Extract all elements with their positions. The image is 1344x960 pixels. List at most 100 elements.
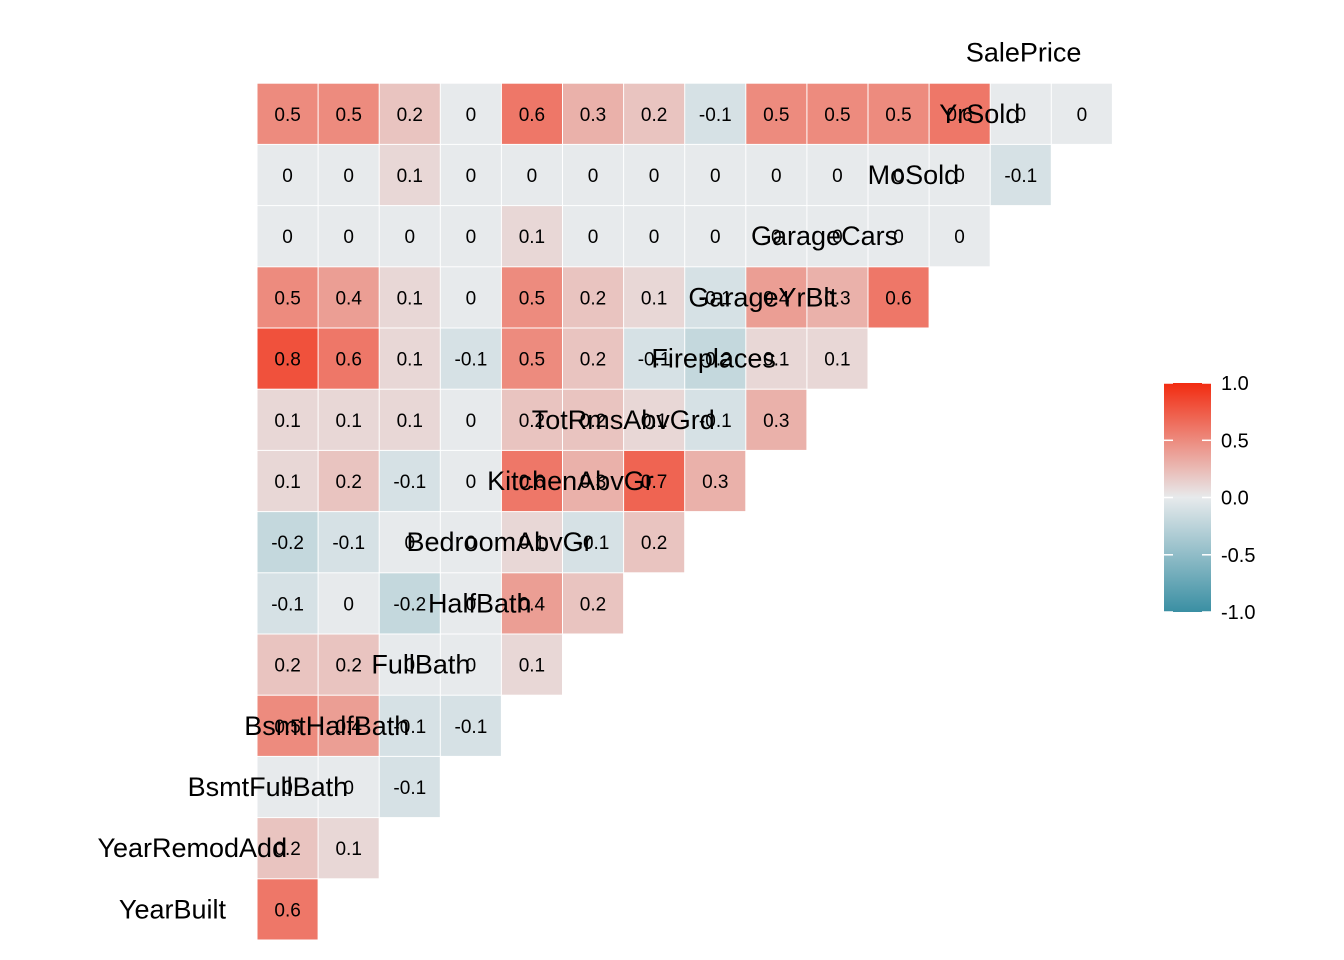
cell-value-BsmtFullBath-YearRemodAdd: 0.1 <box>335 839 361 860</box>
heatmap-cell-MoSold-GarageCars <box>929 206 990 267</box>
cell-value-GarageCars-YearRemodAdd: 0.4 <box>335 288 362 309</box>
heatmap-cell-GarageYrBlt-YearBuilt <box>257 328 318 389</box>
heatmap-cell-YrSold-YearRemodAdd <box>318 144 379 206</box>
heatmap-cell-TotRmsAbvGrd-KitchenAbvGr <box>685 450 746 512</box>
cell-value-KitchenAbvGr-FullBath: 0.1 <box>519 533 545 554</box>
legend-tick-label-2: 0.0 <box>1221 488 1249 510</box>
cell-value-SalePrice-Fireplaces: 0.5 <box>824 105 850 126</box>
cell-value-SalePrice-TotRmsAbvGrd: 0.5 <box>763 105 789 126</box>
heatmap-cell-HalfBath-YearBuilt <box>257 634 318 695</box>
heatmap-cell-MoSold-YearRemodAdd <box>318 206 379 267</box>
variable-label-BedroomAbvGr: BedroomAbvGr <box>407 527 593 557</box>
heatmap-cell-YrSold-BedroomAbvGr <box>624 144 685 206</box>
cell-value-YrSold-GarageCars: 0 <box>954 166 965 187</box>
cell-value-BsmtFullBath-YearBuilt: 0.2 <box>274 839 300 860</box>
variable-label-YrSold: YrSold <box>939 99 1020 129</box>
cell-value-SalePrice-BsmtFullBath: 0.2 <box>397 105 423 126</box>
heatmap-cell-SalePrice-YearBuilt <box>257 83 318 144</box>
cell-value-TotRmsAbvGrd-FullBath: 0.6 <box>519 472 545 493</box>
heatmap-cell-FullBath-YearBuilt <box>257 695 318 756</box>
heatmap-cell-GarageCars-GarageYrBlt <box>868 267 929 328</box>
cell-value-GarageCars-YearBuilt: 0.5 <box>274 288 300 309</box>
color-legend: 1.0 0.5 0.0 -0.5 -1.0 <box>1164 373 1255 624</box>
heatmap-cell-SalePrice-BedroomAbvGr <box>624 83 685 144</box>
variable-label-FullBath: FullBath <box>371 650 470 680</box>
heatmap-cell-GarageYrBlt-TotRmsAbvGrd <box>746 328 807 389</box>
cell-value-GarageYrBlt-FullBath: 0.5 <box>519 350 545 371</box>
cell-value-FullBath-BsmtHalfBath: -0.1 <box>455 717 488 738</box>
cell-value-YrSold-YearBuilt: 0 <box>282 166 293 187</box>
heatmap-cell-SalePrice-BsmtHalfBath <box>440 83 501 144</box>
variable-label-HalfBath: HalfBath <box>428 588 532 618</box>
cell-value-MoSold-GarageYrBlt: 0 <box>893 227 904 248</box>
cell-value-GarageCars-TotRmsAbvGrd: 0.4 <box>763 288 790 309</box>
cell-value-YrSold-Fireplaces: 0 <box>832 166 843 187</box>
heatmap-cell-MoSold-BsmtFullBath <box>379 206 440 267</box>
cell-value-BedroomAbvGr-YearBuilt: -0.1 <box>271 594 304 615</box>
heatmap-cell-Fireplaces-YearRemodAdd <box>318 389 379 450</box>
cell-value-MoSold-YearRemodAdd: 0 <box>343 227 354 248</box>
heatmap-cell-KitchenAbvGr-BsmtFullBath <box>379 512 440 573</box>
heatmap-cell-GarageCars-TotRmsAbvGrd <box>746 267 807 328</box>
heatmap-cell-YrSold-GarageYrBlt <box>868 144 929 206</box>
cell-value-Fireplaces-FullBath: 0.2 <box>519 411 545 432</box>
heatmap-cell-GarageCars-BsmtHalfBath <box>440 267 501 328</box>
heatmap-cell-SalePrice-KitchenAbvGr <box>685 83 746 144</box>
heatmap-cell-YearRemodAdd-YearBuilt <box>257 879 318 940</box>
heatmap-cell-BsmtHalfBath-YearRemodAdd <box>318 756 379 818</box>
cell-value-MoSold-HalfBath: 0 <box>588 227 599 248</box>
variable-label-BsmtFullBath: BsmtFullBath <box>188 772 349 802</box>
heatmap-cell-GarageCars-YearBuilt <box>257 267 318 328</box>
heatmap-cell-BedroomAbvGr-YearRemodAdd <box>318 573 379 634</box>
heatmap-cell-GarageCars-HalfBath <box>563 267 624 328</box>
cell-value-SalePrice-GarageCars: 0.6 <box>946 105 972 126</box>
cell-value-GarageCars-HalfBath: 0.2 <box>580 288 606 309</box>
variable-label-YearBuilt: YearBuilt <box>119 894 227 924</box>
cell-value-KitchenAbvGr-BsmtHalfBath: 0 <box>466 533 477 554</box>
cell-value-KitchenAbvGr-YearRemodAdd: -0.1 <box>332 533 365 554</box>
cell-value-GarageYrBlt-Fireplaces: 0.1 <box>824 350 850 371</box>
heatmap-cell-MoSold-KitchenAbvGr <box>685 206 746 267</box>
legend-tick-label-3: -0.5 <box>1221 545 1255 567</box>
cell-value-YrSold-BedroomAbvGr: 0 <box>649 166 660 187</box>
cell-value-KitchenAbvGr-YearBuilt: -0.2 <box>271 533 304 554</box>
variable-label-SalePrice: SalePrice <box>966 38 1082 68</box>
cell-value-GarageYrBlt-BsmtHalfBath: -0.1 <box>455 350 488 371</box>
heatmap-cell-Fireplaces-FullBath <box>501 389 562 450</box>
heatmap-cell-BedroomAbvGr-FullBath <box>501 573 562 634</box>
heatmap-cell-YrSold-KitchenAbvGr <box>685 144 746 206</box>
heatmap-cell-Fireplaces-BedroomAbvGr <box>624 389 685 450</box>
heatmap-cell-SalePrice-BsmtFullBath <box>379 83 440 144</box>
cell-value-GarageYrBlt-TotRmsAbvGrd: 0.1 <box>763 350 789 371</box>
heatmap-cell-GarageYrBlt-HalfBath <box>563 328 624 389</box>
cell-value-YrSold-YearRemodAdd: 0 <box>343 166 354 187</box>
cell-value-GarageCars-BsmtFullBath: 0.1 <box>397 288 423 309</box>
cell-value-TotRmsAbvGrd-BsmtHalfBath: 0 <box>466 472 477 493</box>
heatmap-cell-SalePrice-TotRmsAbvGrd <box>746 83 807 144</box>
heatmap-cell-GarageYrBlt-FullBath <box>501 328 562 389</box>
cell-value-Fireplaces-BsmtHalfBath: 0 <box>466 411 477 432</box>
cell-value-SalePrice-YearBuilt: 0.5 <box>274 105 300 126</box>
heatmap-cell-TotRmsAbvGrd-BsmtFullBath <box>379 450 440 512</box>
heatmap-cell-KitchenAbvGr-BsmtHalfBath <box>440 512 501 573</box>
heatmap-cell-MoSold-TotRmsAbvGrd <box>746 206 807 267</box>
cell-value-MoSold-FullBath: 0.1 <box>519 227 545 248</box>
cell-value-SalePrice-BsmtHalfBath: 0 <box>466 105 477 126</box>
heatmap-cell-YrSold-Fireplaces <box>807 144 868 206</box>
cell-value-GarageCars-BedroomAbvGr: 0.1 <box>641 288 667 309</box>
cell-value-YrSold-BsmtHalfBath: 0 <box>466 166 477 187</box>
cell-value-TotRmsAbvGrd-KitchenAbvGr: 0.3 <box>702 472 728 493</box>
legend-tick-label-0: 1.0 <box>1221 373 1249 395</box>
heatmap-cell-YrSold-BsmtFullBath <box>379 144 440 206</box>
heatmap-cell-KitchenAbvGr-YearRemodAdd <box>318 512 379 573</box>
cell-value-Fireplaces-YearRemodAdd: 0.1 <box>335 411 361 432</box>
heatmap-cell-Fireplaces-HalfBath <box>563 389 624 450</box>
cell-value-YrSold-TotRmsAbvGrd: 0 <box>771 166 782 187</box>
variable-label-KitchenAbvGr: KitchenAbvGr <box>487 466 654 496</box>
cell-value-SalePrice-YearRemodAdd: 0.5 <box>335 105 361 126</box>
heatmap-cell-GarageYrBlt-BedroomAbvGr <box>624 328 685 389</box>
variable-label-TotRmsAbvGrd: TotRmsAbvGrd <box>532 405 715 435</box>
cell-value-MoSold-TotRmsAbvGrd: 0 <box>771 227 782 248</box>
variable-label-GarageCars: GarageCars <box>751 221 898 251</box>
cell-value-HalfBath-BsmtFullBath: 0 <box>405 656 416 677</box>
